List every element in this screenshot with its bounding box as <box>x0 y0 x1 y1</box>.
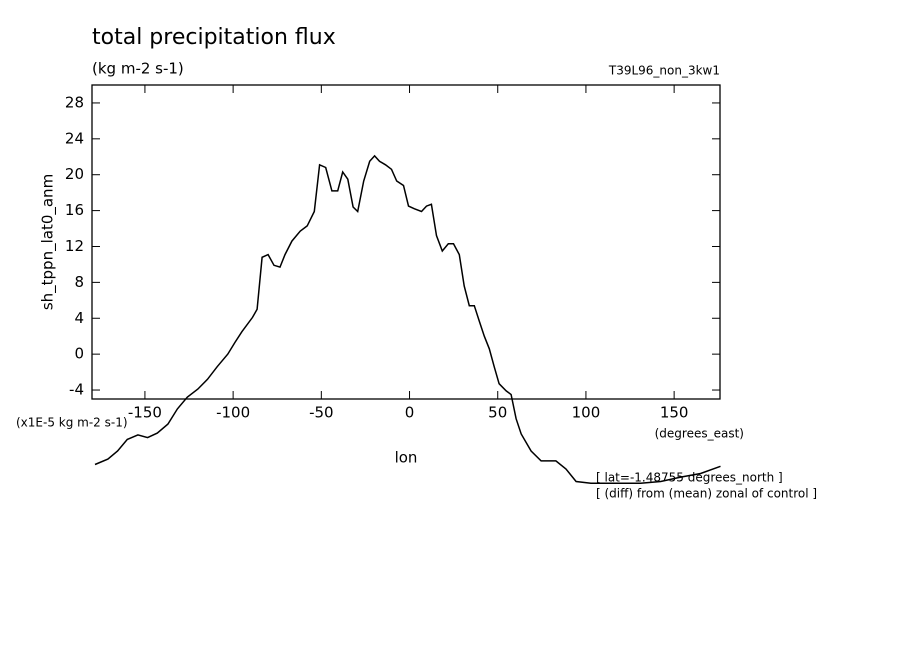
y-tick-label: 28 <box>65 93 84 111</box>
y-tick-label: 24 <box>65 129 84 147</box>
annotation: [ (diff) from (mean) zonal of control ] <box>596 487 817 501</box>
annotation: [ lat=-1.48755 degrees_north ] <box>596 471 783 485</box>
y-axis-label: sh_tppn_lat0_anm <box>39 174 58 310</box>
y-tick-label: 0 <box>74 345 84 363</box>
x-axis-label: lon <box>395 449 418 467</box>
x-tick-label: 50 <box>488 404 507 422</box>
experiment-label: T39L96_non_3kw1 <box>608 64 720 78</box>
x-units: (degrees_east) <box>655 427 744 441</box>
x-tick-label: -50 <box>309 404 334 422</box>
y-tick-label: -4 <box>69 381 84 399</box>
y-tick-label: 16 <box>65 201 84 219</box>
y-tick-label: 12 <box>65 237 84 255</box>
chart-subtitle: (kg m-2 s-1) <box>92 60 184 78</box>
plot-frame <box>91 84 721 400</box>
x-tick-label: -100 <box>216 404 250 422</box>
x-tick-label: 150 <box>660 404 689 422</box>
chart-title: total precipitation flux <box>92 25 336 50</box>
x-tick-label: -150 <box>128 404 162 422</box>
x-tick-label: 100 <box>572 404 601 422</box>
y-units: (x1E-5 kg m-2 s-1) <box>16 416 128 430</box>
x-tick-label: 0 <box>405 404 415 422</box>
y-tick-label: 4 <box>74 309 84 327</box>
y-tick-label: 8 <box>74 273 84 291</box>
y-tick-label: 20 <box>65 165 84 183</box>
data-line <box>94 154 721 485</box>
